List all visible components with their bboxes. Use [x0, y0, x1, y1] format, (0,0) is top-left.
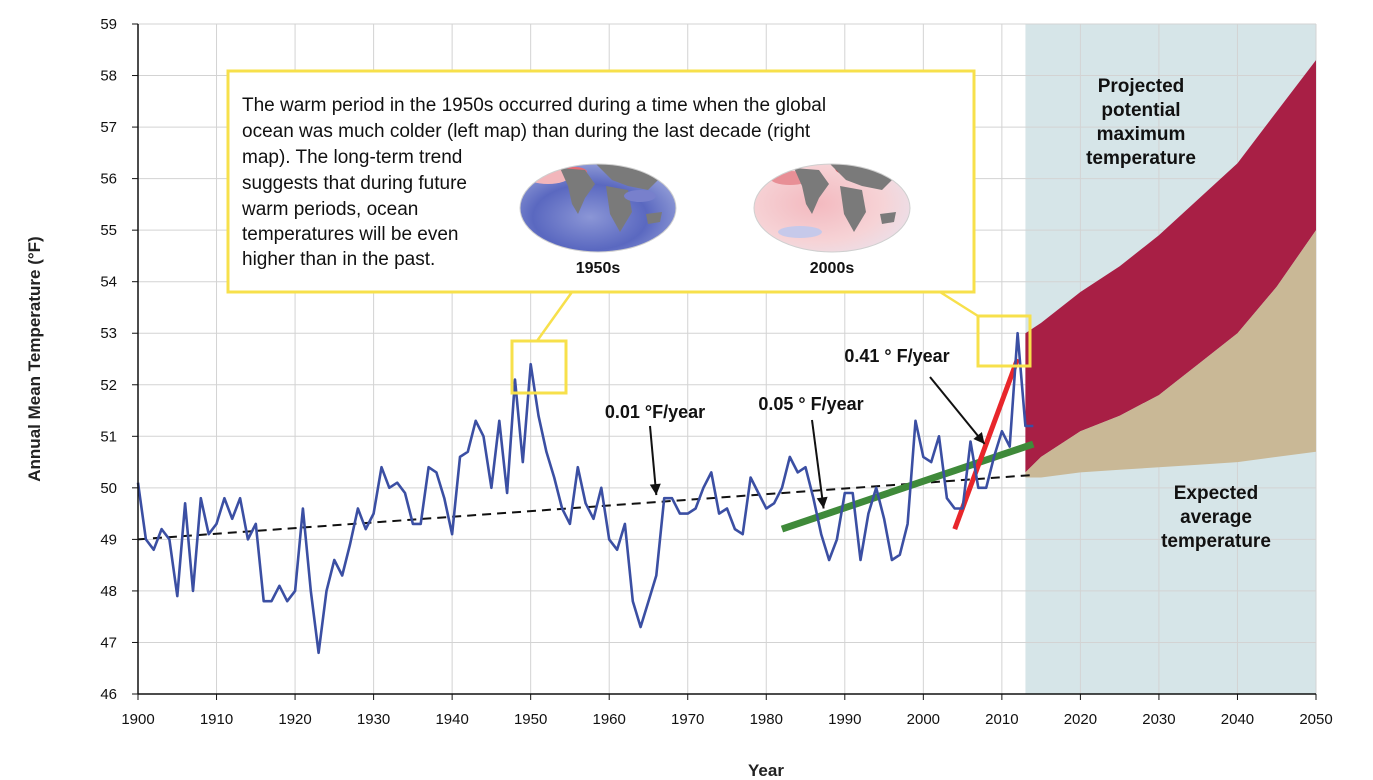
callout-line-2: ocean was much colder (left map) than du…: [242, 121, 811, 142]
y-tick-label: 46: [100, 686, 117, 703]
x-tick-label: 1990: [828, 711, 861, 728]
x-tick-label: 1950: [514, 711, 547, 728]
trend-label-recent-arrow: [929, 376, 986, 445]
callout-line-6: temperatures will be even: [242, 224, 459, 245]
avg-temperature-band: [1025, 230, 1316, 478]
max-label-line-3: maximum: [1097, 124, 1186, 145]
highlight-2012: [976, 314, 1032, 368]
y-tick-label: 58: [100, 68, 117, 85]
trend-label-mid-term-arrow: [811, 419, 828, 509]
y-tick-label: 48: [100, 583, 117, 600]
trend-label-recent: 0.41 ° F/year: [844, 346, 949, 366]
x-tick-label: 1930: [357, 711, 390, 728]
trend-label-mid-term: 0.05 ° F/year: [758, 394, 863, 414]
y-tick-label: 52: [100, 377, 117, 394]
map-label-2000s: 2000s: [810, 260, 855, 277]
highlight-1950s: [510, 339, 568, 395]
callout-line-7: higher than in the past.: [242, 249, 435, 270]
y-tick-label: 56: [100, 171, 117, 188]
y-axis-title: Annual Mean Temperature (°F): [25, 236, 44, 481]
x-tick-label: 1980: [750, 711, 783, 728]
y-tick-label: 49: [100, 531, 117, 548]
map-label-1950s: 1950s: [576, 260, 621, 277]
trend-line-long-term: [137, 473, 1034, 541]
callout-line-3: map). The long-term trend: [242, 147, 462, 168]
x-tick-label: 2020: [1064, 711, 1097, 728]
x-tick-label: 1940: [435, 711, 468, 728]
max-temperature-band: [1025, 60, 1316, 473]
y-tick-label: 55: [100, 222, 117, 239]
y-tick-label: 51: [100, 428, 117, 445]
y-tick-label: 57: [100, 119, 117, 136]
x-tick-label: 1900: [121, 711, 154, 728]
y-tick-label: 50: [100, 480, 117, 497]
callout-connector-left: [535, 291, 574, 342]
x-tick-label: 1910: [200, 711, 233, 728]
callout-line-1: The warm period in the 1950s occurred du…: [242, 95, 826, 116]
x-tick-label: 1970: [671, 711, 704, 728]
max-label-line-1: Projected: [1098, 76, 1185, 97]
avg-label-line-2: average: [1180, 507, 1252, 528]
callout-line-5: warm periods, ocean: [241, 199, 418, 220]
avg-temperature-label: Expected average temperature: [1161, 483, 1271, 552]
x-tick-label: 2030: [1142, 711, 1175, 728]
max-label-line-2: potential: [1101, 100, 1180, 121]
avg-label-line-3: temperature: [1161, 531, 1271, 552]
trend-line-mid-term: [780, 440, 1035, 533]
max-temperature-label: Projected potential maximum temperature: [1086, 76, 1196, 169]
trend-label-long-term-arrow: [649, 425, 661, 496]
x-tick-label: 2000: [907, 711, 940, 728]
max-label-line-4: temperature: [1086, 148, 1196, 169]
trend-line-recent: [952, 358, 1020, 530]
x-tick-label: 2050: [1299, 711, 1332, 728]
x-axis-title: Year: [748, 761, 784, 780]
x-tick-label: 1960: [593, 711, 626, 728]
callout-line-4: suggests that during future: [242, 173, 467, 194]
x-tick-label: 2040: [1221, 711, 1254, 728]
callout-connector-right: [939, 290, 979, 318]
y-tick-label: 53: [100, 325, 117, 342]
y-tick-label: 54: [100, 274, 117, 291]
y-tick-label: 47: [100, 634, 117, 651]
trend-label-long-term: 0.01 °F/year: [605, 402, 705, 422]
callout-box: The warm period in the 1950s occurred du…: [226, 69, 1032, 395]
y-tick-label: 59: [100, 16, 117, 33]
observed-temperature-line: [136, 331, 1034, 655]
x-tick-label: 2010: [985, 711, 1018, 728]
x-tick-label: 1920: [278, 711, 311, 728]
avg-label-line-1: Expected: [1174, 483, 1258, 504]
